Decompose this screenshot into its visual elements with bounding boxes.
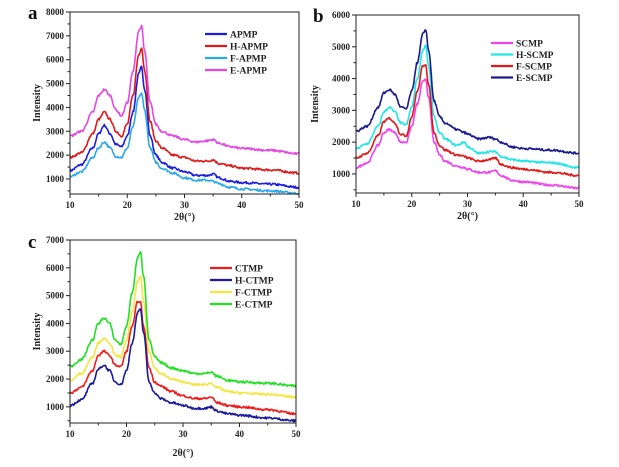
y-tick-label: 7000 [46,31,65,41]
legend-label: F-APMP [230,55,267,65]
legend-label: F-SCMP [516,63,552,73]
series-line-e-scmp [355,29,580,155]
series-line-h-ctmp [69,308,297,423]
y-tick-label: 3000 [46,126,65,136]
x-axis-label: 2θ(°) [173,448,194,459]
legend: APMP H-APMP F-APMP E-APMP [205,31,268,77]
y-axis-label: Intensity [32,313,43,351]
legend-label: E-SCMP [516,74,553,84]
x-tick-label: 10 [66,200,76,210]
series-line-f-apmp [69,92,300,196]
y-axis-label: Intensity [32,84,43,122]
x-tick-label: 20 [122,429,132,439]
x-axis-label: 2θ(°) [174,212,195,223]
y-tick-label: 6000 [46,263,65,273]
y-tick-label: 5000 [332,42,351,52]
y-tick-label: 2000 [46,374,65,384]
x-tick-label: 50 [292,429,302,439]
x-tick-label: 40 [519,199,529,209]
chart-panel-a: 10 20 30 40 50 1000 2000 3000 4000 5000 6000 7000 80… [28,3,304,223]
legend-label: E-CTMP [235,301,273,311]
series-line-e-ctmp [69,250,297,388]
legend-label: APMP [230,31,258,41]
series-line-h-apmp [69,47,300,175]
legend-label: H-SCMP [516,51,554,61]
series-line-e-apmp [69,24,300,156]
x-axis-label: 2θ(°) [457,211,478,222]
x-tick-label: 20 [407,199,417,209]
legend-label: SCMP [516,40,543,50]
x-tick-label: 20 [123,200,133,210]
series-line-apmp [69,65,300,190]
y-tick-label: 1000 [46,174,65,184]
y-tick-label: 3000 [46,346,65,356]
x-tick-label: 30 [179,429,189,439]
legend-label: H-CTMP [235,277,274,287]
series-line-h-scmp [355,44,580,169]
x-tick-label: 40 [237,200,247,210]
series-line-f-ctmp [69,275,297,399]
legend: CTMP H-CTMP F-CTMP E-CTMP [210,265,274,311]
plot-frame [69,11,300,195]
x-tick-label: 40 [235,429,245,439]
y-tick-label: 6000 [332,10,351,20]
y-tick-label: 6000 [46,55,65,65]
x-tick-label: 50 [575,199,585,209]
series-line-f-scmp [355,63,580,178]
legend-label: F-CTMP [235,289,272,299]
panel-label: b [313,6,324,27]
y-tick-label: 2000 [332,137,351,147]
x-tick-label: 30 [463,199,473,209]
plot-frame [355,14,580,194]
y-tick-label: 3000 [332,105,351,115]
y-tick-label: 5000 [46,291,65,301]
series-line-scmp [355,78,580,190]
x-tick-label: 50 [295,200,305,210]
y-tick-label: 5000 [46,79,65,89]
chart-panel-c: 10 20 30 40 50 1000 2000 3000 4000 5000 6000 7000 2θ… [28,232,301,459]
panel-label: c [28,232,36,253]
legend-label: CTMP [235,265,263,275]
x-tick-label: 30 [180,200,190,210]
y-axis-label: Intensity [310,85,321,123]
chart-panel-b: 10 20 30 40 50 1000 2000 3000 4000 5000 6000 2θ(°) I… [310,6,584,222]
y-tick-label: 4000 [46,102,65,112]
y-tick-label: 1000 [46,402,65,412]
y-tick-label: 4000 [332,74,351,84]
legend-label: H-APMP [230,43,268,53]
y-tick-label: 4000 [46,318,65,328]
y-tick-label: 1000 [332,169,351,179]
y-tick-label: 2000 [46,150,65,160]
x-tick-label: 10 [66,429,76,439]
panel-label: a [28,3,38,24]
legend-label: E-APMP [230,67,267,77]
y-tick-label: 7000 [46,235,65,245]
series-line-ctmp [69,300,297,416]
y-tick-label: 8000 [46,7,65,17]
x-tick-label: 10 [352,199,362,209]
